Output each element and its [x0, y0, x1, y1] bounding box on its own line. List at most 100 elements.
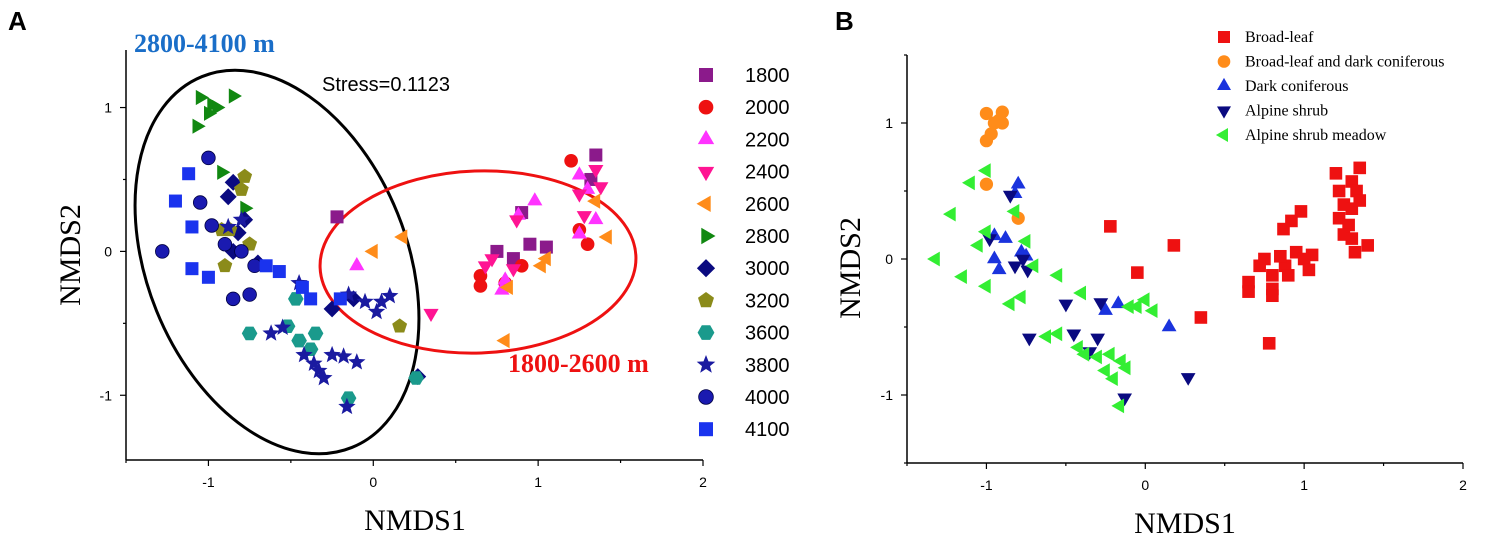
- data-point-1800: [523, 237, 537, 251]
- legend-label-2600: 2600: [745, 194, 790, 216]
- data-point-meadow: [1070, 340, 1083, 355]
- data-point-4000: [242, 287, 257, 302]
- legend-marker-alpine: [1217, 106, 1231, 119]
- legend-label-meadow: Alpine shrub meadow: [1245, 127, 1387, 144]
- legend-label-broad: Broad-leaf: [1245, 29, 1314, 46]
- data-point-2400: [505, 264, 521, 278]
- panel-b-letter: B: [835, 6, 854, 36]
- data-point-2000: [514, 258, 529, 273]
- data-point-alpine: [1058, 299, 1074, 313]
- x-tick-label: 0: [1141, 477, 1149, 493]
- data-point-meadow: [1113, 353, 1126, 369]
- data-point-3000: [219, 188, 237, 206]
- data-point-broaddark: [979, 134, 994, 148]
- data-point-broad: [1297, 252, 1311, 266]
- data-point-3800: [339, 285, 358, 302]
- panel-b-legend: Broad-leaf Broad-leaf and dark coniferous…: [1215, 29, 1444, 144]
- legend-label-1800: 1800: [745, 65, 790, 87]
- data-point-broad: [1242, 285, 1255, 298]
- data-point-broaddark: [979, 106, 994, 121]
- legend-marker-meadow: [1215, 128, 1228, 142]
- data-point-broad: [1342, 218, 1355, 232]
- data-point-4000: [234, 244, 249, 259]
- data-point-2600: [499, 279, 513, 295]
- data-point-3800: [356, 292, 374, 310]
- data-point-4100: [333, 292, 347, 306]
- ellipse-low-elevation: [318, 169, 638, 355]
- data-point-2600: [394, 229, 408, 245]
- data-point-3800: [219, 217, 237, 235]
- ellipse-high-elevation: [133, 68, 421, 456]
- data-point-2200: [497, 271, 513, 285]
- data-point-2400: [571, 189, 587, 203]
- panel-b-ticks: -1 0 1 2 -1 0 1: [881, 54, 1467, 493]
- data-point-2600: [587, 193, 601, 209]
- data-point-3800: [295, 345, 313, 363]
- legend-label-2200: 2200: [745, 129, 790, 151]
- data-point-3200: [392, 318, 408, 333]
- data-point-2200: [571, 225, 587, 239]
- data-point-3200: [234, 181, 249, 196]
- data-point-broaddark: [992, 113, 1006, 127]
- y-tick-label: -1: [100, 387, 113, 403]
- data-point-3600: [291, 333, 307, 348]
- data-point-meadow: [977, 163, 991, 178]
- data-point-4100: [185, 262, 199, 276]
- data-point-4100: [201, 270, 215, 284]
- y-tick-label: 0: [104, 243, 112, 259]
- data-point-2800: [228, 88, 242, 104]
- data-point-2400: [423, 308, 439, 322]
- data-point-4100: [168, 194, 182, 208]
- data-point-2200: [527, 192, 543, 206]
- data-point-2400: [484, 254, 500, 268]
- legend-marker-3600: [697, 325, 715, 340]
- panel-b: B -1 0 1 2-101 NMDS1 NMDS2 Broad-leafBroad-…: [834, 6, 1467, 540]
- data-point-3600: [340, 391, 357, 405]
- data-point-dark: [1161, 318, 1177, 332]
- stress-value: Stress=0.1123: [322, 74, 450, 96]
- data-point-4100: [259, 259, 273, 273]
- data-point-meadow: [1001, 296, 1015, 312]
- legend-label-broaddark: Broad-leaf and dark coniferous: [1245, 54, 1444, 71]
- legend-marker-3200: [698, 292, 714, 308]
- data-point-alpine: [1093, 298, 1109, 311]
- legend-marker-dark: [1217, 77, 1231, 90]
- data-point-2400: [576, 211, 592, 225]
- data-point-2400: [477, 261, 493, 275]
- data-point-broad: [1194, 311, 1208, 324]
- legend-label-3200: 3200: [745, 290, 790, 312]
- data-point-meadow: [977, 278, 991, 294]
- data-point-3600: [408, 371, 424, 385]
- data-point-2200: [588, 211, 604, 225]
- data-point-meadow: [927, 251, 940, 267]
- legend-label-2000: 2000: [745, 97, 790, 119]
- data-point-meadow: [962, 175, 975, 191]
- data-point-1800: [330, 210, 344, 224]
- data-point-dark: [991, 261, 1007, 275]
- panel-b-x-label: NMDS1: [1134, 507, 1236, 540]
- data-point-3800: [310, 361, 328, 379]
- data-point-meadow: [943, 206, 956, 222]
- data-point-alpine: [1007, 261, 1023, 275]
- data-point-broad: [1302, 263, 1316, 277]
- legend-marker-3800: [696, 355, 716, 373]
- data-point-3800: [305, 354, 323, 371]
- legend-marker-1800: [699, 68, 713, 82]
- panel-a: A -1 0 1 2 -1 0 1 NMDS1 NMDS2 2800-4100 m 1800…: [8, 6, 790, 537]
- data-point-3800: [367, 302, 386, 320]
- data-point-dark: [998, 230, 1013, 243]
- data-point-2000: [473, 269, 488, 283]
- data-point-broad: [1266, 289, 1279, 303]
- data-point-2600: [496, 333, 510, 349]
- legend-label-2400: 2400: [745, 162, 790, 184]
- data-point-meadow: [1111, 398, 1125, 414]
- data-point-2000: [473, 279, 488, 293]
- data-point-4100: [295, 280, 309, 294]
- data-point-3800: [335, 347, 353, 364]
- x-tick-label: 0: [369, 474, 377, 490]
- data-point-2600: [364, 243, 378, 259]
- data-point-broad: [1262, 337, 1276, 350]
- data-point-meadow: [1049, 326, 1063, 342]
- data-point-meadow: [1144, 303, 1158, 318]
- data-point-4000: [192, 195, 208, 210]
